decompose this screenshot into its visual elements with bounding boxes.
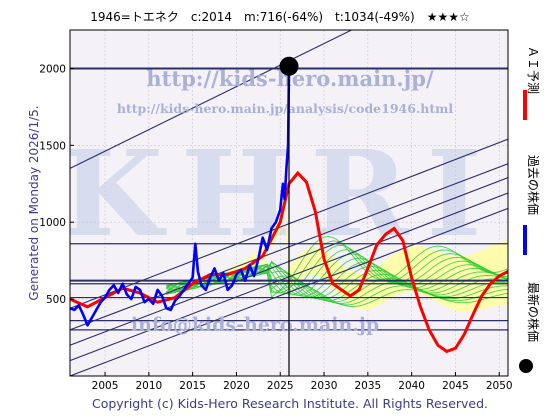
x-tick-label: 2040 [398, 380, 425, 392]
legend-item: 過去の株価 [523, 155, 541, 255]
legend-item: 最新の株価 [519, 282, 541, 373]
ensemble-line [166, 236, 508, 293]
legend-swatch-dot [519, 359, 533, 373]
x-tick-label: 2015 [179, 380, 206, 392]
x-tick-label: 2045 [442, 380, 469, 392]
latest-price-marker [279, 56, 299, 76]
watermark-khri: KHRI [60, 124, 499, 263]
chart-title: 1946=トエネク c:2014 m:716(-64%) t:1034(-49%… [90, 10, 469, 24]
forecast-band [227, 190, 508, 312]
copyright-footer: Copyright (c) Kids-Hero Research Institu… [92, 396, 488, 411]
y-tick-label: 1000 [39, 217, 66, 229]
x-tick-label: 2035 [354, 380, 381, 392]
watermark-email: info@kids-hero.main.jp [131, 314, 379, 336]
y-tick-label: 1500 [39, 140, 66, 152]
x-tick-label: 2025 [267, 380, 294, 392]
series-past-price [70, 66, 291, 327]
y-tick-label: 2000 [39, 63, 66, 75]
ensemble-line [166, 240, 508, 294]
x-tick-label: 2050 [486, 380, 513, 392]
plot-frame [69, 29, 509, 377]
forecast-band-group [227, 190, 508, 312]
x-tick-label: 2010 [135, 380, 162, 392]
watermark-url-analysis: http://kids-hero.main.jp/analysis/code19… [117, 101, 453, 116]
y-tick-label: 500 [46, 294, 66, 306]
legend-label: 過去の株価 [526, 155, 541, 215]
x-tick-label: 2030 [311, 380, 338, 392]
generated-date-text: Generated on Monday 2026/1/5. [27, 105, 41, 300]
legend-label: ＡＩ予測 [526, 46, 540, 94]
legend-label: 最新の株価 [526, 282, 541, 342]
x-tick-label: 2020 [223, 380, 250, 392]
axes: 2005 2010 2015 2020 2025 2030 2035 2040 2045 2050… [39, 63, 512, 392]
legend-item: ＡＩ予測 [523, 46, 540, 120]
x-tick-label: 2005 [92, 380, 119, 392]
